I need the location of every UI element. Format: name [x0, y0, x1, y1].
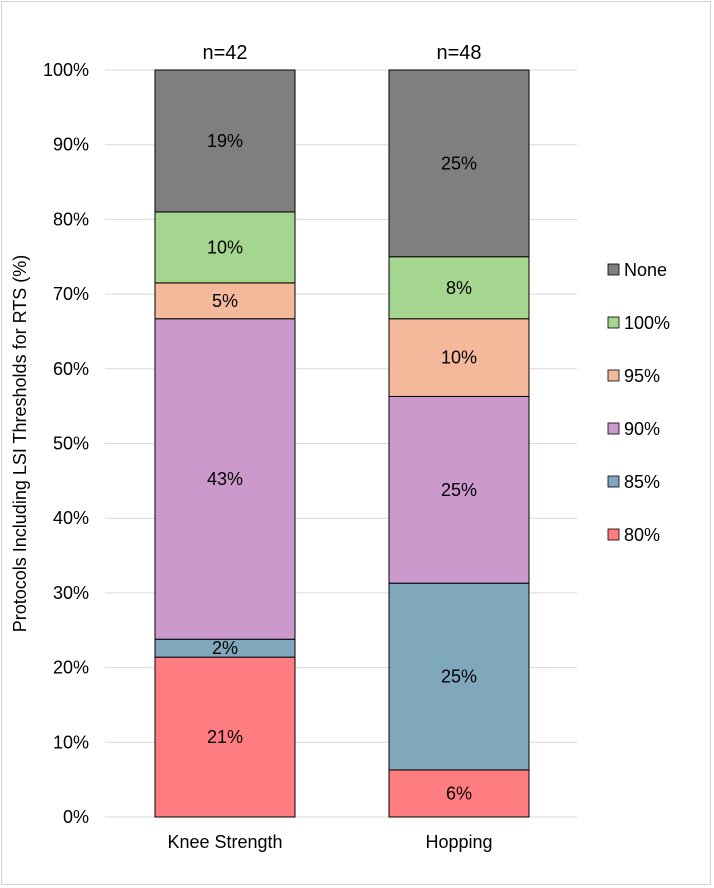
y-tick-label: 60% [53, 359, 89, 379]
y-tick-label: 70% [53, 284, 89, 304]
legend-swatch [607, 263, 620, 276]
bar-segment [388, 395, 530, 584]
y-tick-label: 80% [53, 209, 89, 229]
bar-count-annotation: n=42 [202, 42, 247, 64]
x-tick-label: Hopping [425, 832, 492, 852]
legend-label: 85% [624, 472, 660, 492]
bar-segment [154, 282, 296, 320]
bar-segment [154, 318, 296, 640]
data-label: 19% [207, 131, 243, 151]
data-label: 43% [207, 469, 243, 489]
y-tick-label: 90% [53, 135, 89, 155]
bar-segment [154, 211, 296, 284]
data-label: 6% [446, 783, 472, 803]
bar-count-annotation: n=48 [436, 42, 481, 64]
data-label: 21% [207, 727, 243, 747]
legend-swatch [607, 316, 620, 329]
y-tick-label: 40% [53, 508, 89, 528]
legend-swatch [607, 369, 620, 382]
data-label: 10% [207, 237, 243, 257]
data-label: 25% [441, 667, 477, 687]
data-label: 10% [441, 348, 477, 368]
data-label: 8% [446, 278, 472, 298]
bar-segment [154, 69, 296, 213]
legend-label: 80% [624, 525, 660, 545]
bar-segment [388, 769, 530, 818]
legend-label: None [624, 260, 667, 280]
data-label: 2% [212, 638, 238, 658]
legend-swatch [607, 422, 620, 435]
y-tick-label: 100% [43, 60, 89, 80]
data-label: 25% [441, 153, 477, 173]
y-axis-label: Protocols Including LSI Thresholds for R… [10, 255, 30, 633]
legend-label: 100% [624, 313, 670, 333]
legend-swatch [607, 475, 620, 488]
y-tick-label: 30% [53, 583, 89, 603]
y-tick-label: 20% [53, 658, 89, 678]
y-tick-label: 10% [53, 732, 89, 752]
y-tick-label: 0% [63, 807, 89, 827]
data-label: 25% [441, 480, 477, 500]
bar-segment [154, 656, 296, 818]
legend-label: 90% [624, 419, 660, 439]
bar-segment [388, 256, 530, 320]
y-tick-label: 50% [53, 434, 89, 454]
bar-segment [388, 318, 530, 397]
legend-label: 95% [624, 366, 660, 386]
bar-segment [388, 69, 530, 258]
legend-swatch [607, 528, 620, 541]
data-label: 5% [212, 291, 238, 311]
bar-segment [388, 582, 530, 771]
x-tick-label: Knee Strength [167, 832, 282, 852]
